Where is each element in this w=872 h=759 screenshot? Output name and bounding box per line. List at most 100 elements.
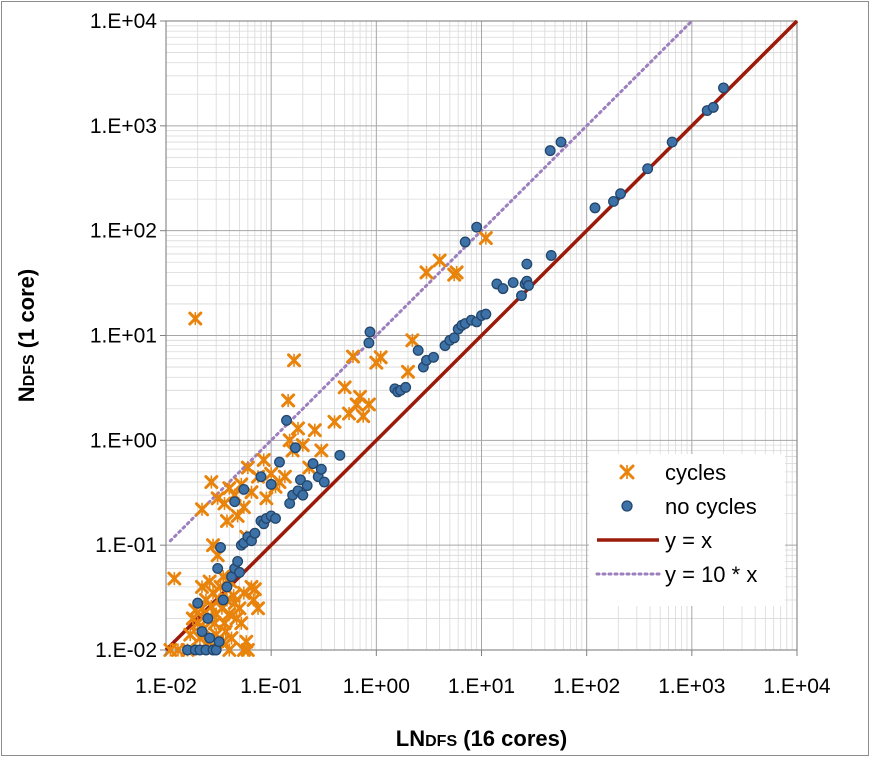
x-axis-title-main: LN	[396, 726, 425, 751]
no-cycles-point	[334, 449, 346, 461]
cycles-point	[236, 500, 251, 515]
cycles-point	[247, 582, 262, 597]
cycles-point	[167, 571, 182, 586]
x-tick-label: 1.E+03	[658, 675, 725, 698]
cycles-point	[277, 469, 292, 484]
x-tick-label: 1.E-01	[240, 675, 302, 698]
no-cycles-point	[202, 612, 214, 624]
no-cycles-point	[497, 283, 509, 295]
no-cycles-point	[213, 636, 225, 648]
y-tick-label: 1.E+03	[90, 115, 157, 138]
no-cycles-point	[315, 463, 327, 475]
x-tick-label: 1.E+04	[763, 675, 830, 698]
cycles-point	[259, 491, 274, 506]
cycles-point	[314, 443, 329, 458]
cycles-point	[281, 393, 296, 408]
no-cycles-point	[707, 101, 719, 113]
cycles-point	[361, 397, 376, 412]
no-cycles-point	[642, 163, 654, 175]
no-cycles-point	[459, 236, 471, 248]
cycles-point	[419, 265, 434, 280]
cycles-point	[202, 574, 217, 589]
no-cycles-point	[523, 280, 534, 291]
cycles-point	[236, 643, 251, 657]
y-axis-title-rest: (1 core)	[14, 269, 39, 355]
cycles-point	[195, 502, 210, 517]
cycles-point	[219, 514, 234, 529]
cycles-point	[291, 421, 306, 436]
y-tick-label: 1.E+01	[90, 325, 157, 348]
x-axis-title: LNDFS (16 cores)	[396, 726, 567, 751]
x-tick-label: 1.E+00	[343, 675, 410, 698]
no-cycles-point	[364, 326, 376, 338]
identity-line	[164, 19, 799, 652]
no-cycles-point	[215, 542, 226, 553]
no-cycles-point	[281, 414, 292, 426]
y-axis-title-sub: DFS	[21, 354, 38, 386]
x-tick-label: 1.E+01	[448, 675, 515, 698]
y-tick-label: 1.E+04	[90, 10, 157, 33]
cycles-point	[337, 380, 352, 395]
no-cycles-point	[521, 258, 533, 270]
no-cycles-point	[507, 277, 519, 288]
no-cycles-point	[212, 562, 224, 574]
no-cycles-point	[666, 136, 678, 148]
no-cycles-point	[297, 489, 309, 501]
no-cycles-point	[428, 351, 440, 363]
cycles-point	[327, 414, 342, 429]
cycles-point	[432, 253, 447, 268]
no-cycles-point	[412, 345, 424, 356]
no-cycles-point	[718, 82, 729, 94]
cycles-point	[373, 350, 388, 365]
no-cycles-point	[318, 476, 330, 488]
x-tick-label: 1.E+02	[553, 675, 620, 698]
cycles-point	[183, 627, 198, 642]
legend: cycles no cycles y = x y = 10 * x	[589, 454, 785, 606]
cycles-point	[346, 349, 361, 364]
data-points	[163, 82, 729, 657]
legend-label: y = 10 * x	[665, 562, 757, 587]
x-axis-ticks: 1.E-02 1.E-01 1.E+00 1.E+01 1.E+02 1.E+03 1.E+…	[135, 650, 831, 698]
no-cycles-point	[307, 458, 319, 470]
cycles-point	[232, 601, 247, 616]
cycles-point	[170, 643, 185, 657]
no-cycles-point	[544, 145, 556, 157]
no-cycles-point	[516, 290, 527, 302]
no-cycles-point	[295, 474, 306, 486]
y-axis-title: NDFS (1 core)	[14, 269, 39, 402]
no-cycles-point	[249, 527, 261, 539]
cycles-point	[405, 333, 420, 348]
legend-item: y = x	[597, 528, 712, 553]
cycles-point	[222, 643, 237, 657]
no-cycles-point	[265, 478, 277, 490]
legend-item: cycles	[619, 460, 726, 485]
no-cycles-point	[192, 597, 204, 609]
cycles-point	[400, 364, 415, 379]
cycles-point	[188, 311, 203, 326]
no-cycles-point	[232, 555, 244, 567]
legend-label: y = x	[665, 528, 712, 553]
y-tick-label: 1.E+00	[90, 429, 157, 452]
no-cycles-point	[555, 136, 567, 148]
no-cycles-point	[480, 308, 492, 320]
cycles-point	[217, 496, 232, 511]
cycles-point	[234, 616, 249, 631]
legend-label: cycles	[665, 460, 726, 485]
cycles-point	[619, 464, 635, 480]
no-cycles-point	[363, 337, 375, 349]
cycles-point	[256, 452, 271, 467]
no-cycles-point	[238, 483, 250, 495]
legend-item: y = 10 * x	[595, 562, 757, 587]
cycles-point	[449, 265, 464, 280]
no-cycles-point	[471, 221, 483, 233]
x-axis-title-sub: DFS	[425, 733, 457, 750]
legend-marker	[621, 500, 633, 512]
no-cycles-point	[270, 512, 281, 524]
y-tick-label: 1.E+02	[90, 220, 157, 243]
cycles-point	[307, 423, 322, 438]
no-cycles-point	[615, 188, 627, 200]
cycles-point	[251, 601, 266, 616]
cycles-point	[287, 353, 302, 368]
no-cycles-point	[255, 471, 267, 483]
